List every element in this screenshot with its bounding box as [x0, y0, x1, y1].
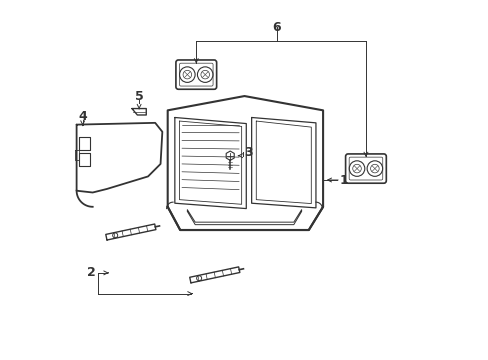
- Text: 2: 2: [87, 266, 96, 279]
- Text: 5: 5: [135, 90, 143, 103]
- Text: 6: 6: [272, 21, 281, 33]
- Text: 1: 1: [339, 174, 347, 186]
- Text: 4: 4: [78, 110, 87, 123]
- Text: 3: 3: [243, 146, 252, 159]
